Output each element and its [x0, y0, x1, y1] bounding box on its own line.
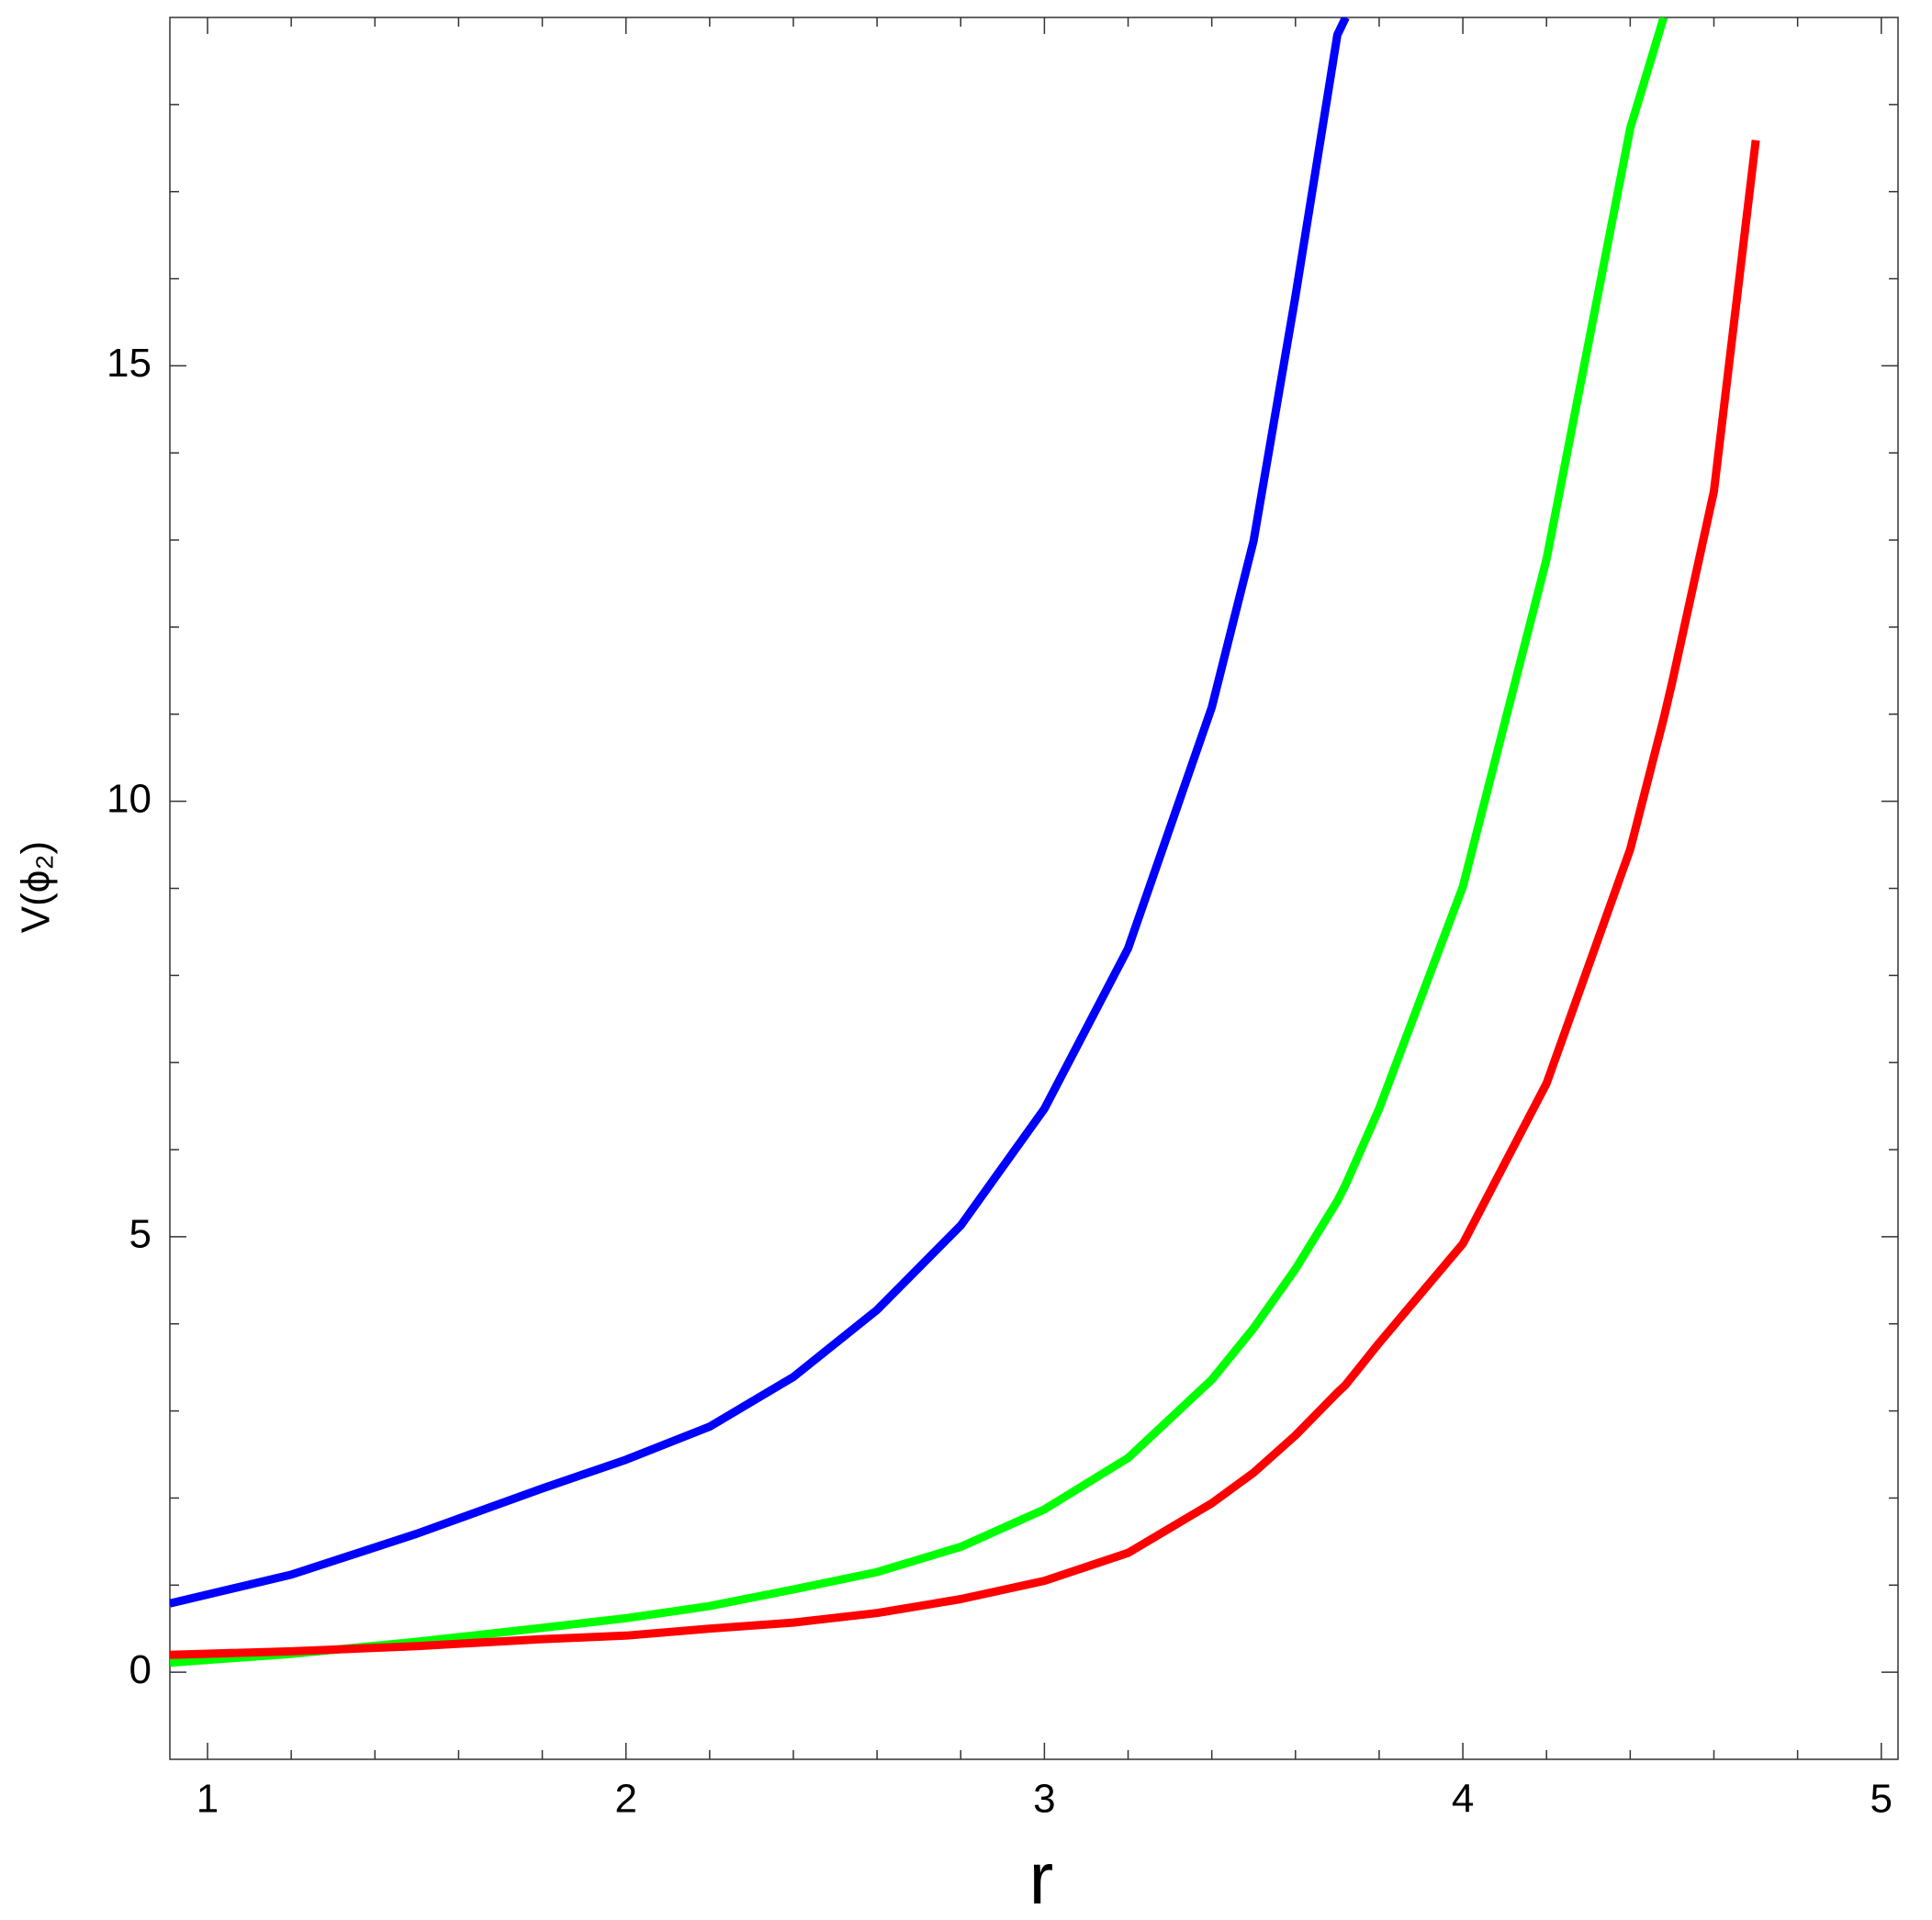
x-tick-label: 1	[197, 1777, 219, 1822]
x-tick-label: 2	[614, 1777, 636, 1822]
x-tick-label: 5	[1870, 1777, 1893, 1822]
series-line	[170, 17, 1668, 1667]
y-tick-label: 15	[107, 341, 152, 386]
y-tick-label: 10	[107, 776, 152, 821]
y-tick-label: 5	[129, 1212, 152, 1257]
series-line	[170, 140, 1760, 1659]
x-tick-label: 4	[1452, 1777, 1474, 1822]
plot-frame	[169, 17, 1899, 1760]
x-tick-label: 3	[1033, 1777, 1055, 1822]
y-axis-label: V(ϕ₂)	[14, 841, 59, 933]
y-tick-label: 0	[129, 1647, 152, 1692]
x-axis-label: r	[1029, 1837, 1054, 1919]
series-line	[170, 17, 1350, 1608]
